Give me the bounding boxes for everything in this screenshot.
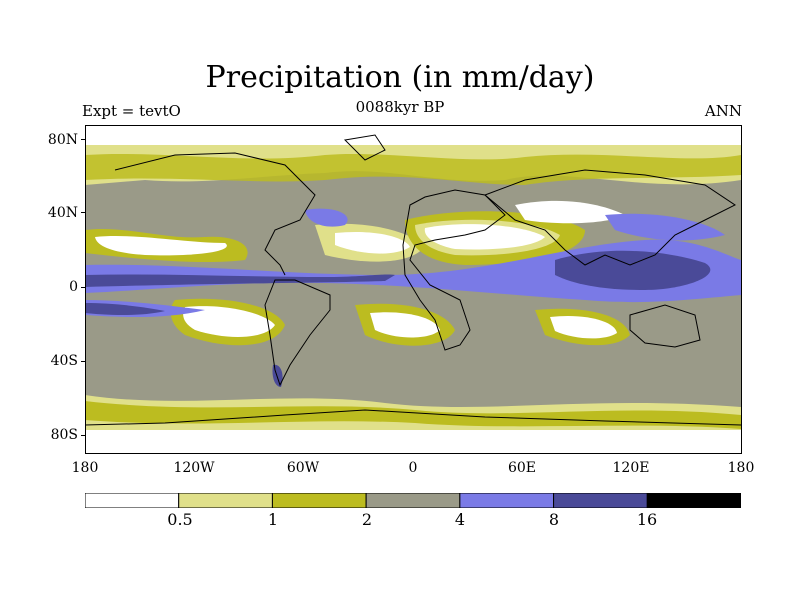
x-tick-label-180e: 180: [727, 460, 755, 476]
precip-field-spcz-core: [85, 303, 165, 315]
coast-greenland: [343, 134, 386, 161]
y-tick-80s: [81, 435, 85, 436]
colorbar-label-0-5: 0.5: [167, 510, 193, 529]
x-tick-label-0: 0: [408, 460, 418, 476]
precip-field-kuroshio: [605, 213, 725, 241]
colorbar-swatch-5: [553, 492, 648, 509]
y-tick-40s: [81, 361, 85, 362]
coast-antarctica: [85, 409, 741, 426]
coast-asia: [484, 169, 736, 266]
precip-field-asia-dry: [515, 200, 625, 224]
map-frame: [85, 125, 742, 454]
colorbar-swatch-0: [84, 492, 180, 509]
x-tick-label-120e: 120E: [612, 460, 650, 476]
y-tick-label-80s: 80S: [50, 427, 78, 443]
coast-north-america: [114, 152, 316, 276]
precip-field-sahara-dry: [424, 224, 545, 250]
precip-field-arctic-dry: [85, 125, 741, 145]
colorbar-swatch-1: [178, 492, 273, 509]
colorbar-label-4: 4: [454, 510, 466, 529]
coast-australia: [629, 304, 701, 348]
precip-field-spac-dry: [183, 306, 275, 337]
colorbar-swatch-6: [646, 492, 742, 509]
colorbar-swatches: [84, 492, 742, 509]
coastlines: [85, 134, 741, 426]
chart-title: Precipitation (in mm/day): [205, 60, 595, 95]
y-tick-label-0: 0: [69, 279, 78, 295]
map-canvas: [85, 125, 741, 453]
y-tick-40n: [81, 212, 85, 213]
precip-field-south-band: [85, 401, 741, 429]
precip-field-satl-dry: [370, 312, 440, 338]
coast-south-america: [264, 279, 331, 387]
colorbar-label-1: 1: [267, 510, 279, 529]
y-tick-80n: [81, 139, 85, 140]
time-label: 0088kyr BP: [355, 98, 445, 116]
colorbar-label-2: 2: [361, 510, 373, 529]
colorbar-swatch-4: [459, 492, 555, 509]
y-tick-label-40s: 40S: [50, 353, 78, 369]
precip-field-gulf-stream: [305, 208, 348, 227]
x-tick-label-60w: 60W: [286, 460, 320, 476]
precip-field-npac-dry: [95, 236, 227, 256]
colorbar-swatch-2: [271, 492, 367, 509]
precip-field-itcz-8-16-west: [85, 274, 395, 287]
y-tick-label-40n: 40N: [47, 205, 78, 221]
precip-field-north-band: [85, 153, 741, 185]
colorbar-label-16: 16: [636, 510, 658, 529]
x-tick-label-120w: 120W: [173, 460, 215, 476]
precipitation-map: [81, 125, 741, 453]
precip-field-sind-dry: [550, 315, 617, 339]
x-tick-label-180w: 180: [71, 460, 99, 476]
precip-field-natl-dry: [335, 231, 410, 254]
colorbar-swatch-3: [365, 492, 461, 509]
experiment-label: Expt = tevtO: [82, 102, 181, 120]
colorbar-label-8: 8: [548, 510, 560, 529]
season-label: ANN: [704, 102, 742, 120]
precip-field-antarctic-dry: [85, 430, 741, 453]
y-tick-0: [81, 287, 85, 288]
y-tick-label-80n: 80N: [47, 132, 78, 148]
colorbar: [84, 492, 742, 509]
x-tick-label-60e: 60E: [507, 460, 537, 476]
